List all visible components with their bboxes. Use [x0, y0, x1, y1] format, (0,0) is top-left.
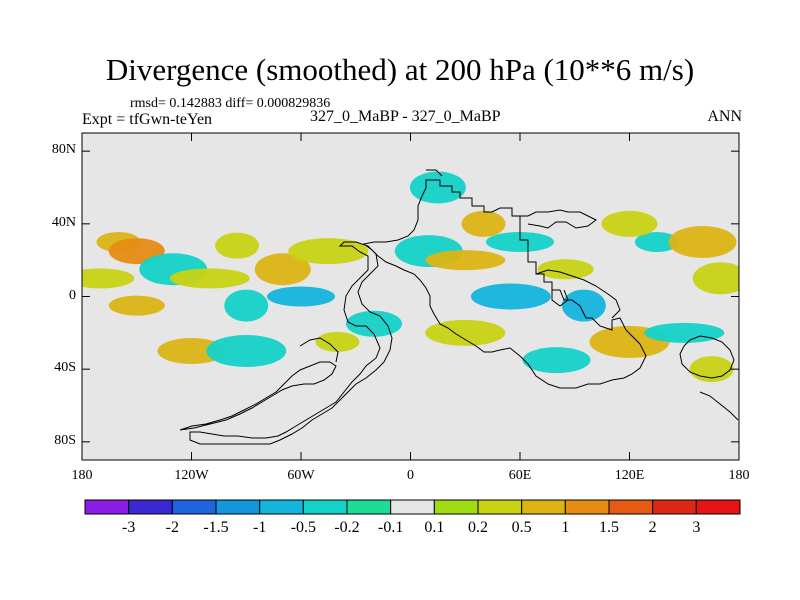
colorbar-swatch [608, 499, 654, 515]
y-tick-label: 80N [51, 142, 76, 158]
colorbar-label: -1.5 [203, 519, 229, 536]
colorbar-label: 3 [692, 519, 701, 536]
field-region [254, 253, 311, 286]
colorbar-swatch [259, 499, 304, 515]
field-region [644, 322, 725, 343]
colorbar-label: 0.1 [424, 519, 445, 536]
colorbar-swatch [84, 499, 130, 515]
colorbar-swatch [128, 499, 173, 515]
field-region [692, 262, 739, 295]
field-region [634, 232, 679, 252]
field-region [601, 210, 658, 237]
colorbar-label: 1 [561, 519, 570, 536]
field-region [425, 250, 506, 271]
colorbar-label: -1 [252, 519, 267, 536]
colorbar-label: -3 [121, 519, 136, 536]
field-region [108, 295, 165, 316]
field-region [82, 268, 135, 289]
colorbar-label: 0.5 [511, 519, 532, 536]
colorbar-swatch [652, 499, 697, 515]
field-region [346, 310, 402, 337]
colorbar-label: -0.2 [334, 519, 360, 536]
y-tick-label: 80S [54, 432, 76, 448]
field-region [668, 226, 737, 258]
field-region [461, 210, 506, 237]
colorbar-swatch [564, 499, 610, 515]
axis-ticks [81, 133, 740, 460]
x-tick-label: 120E [614, 468, 645, 483]
x-tick-label: 60E [508, 468, 532, 483]
chart-title: Divergence (smoothed) at 200 hPa (10**6 … [105, 52, 695, 87]
rmsd-diff-stats: rmsd= 0.142883 diff= 0.000829836 [130, 96, 331, 111]
colorbar-label: 0.2 [468, 519, 488, 536]
case-label: 327_0_MaBP - 327_0_MaBP [310, 108, 501, 125]
field-region [470, 283, 551, 310]
colorbar-swatch [433, 499, 479, 515]
colorbar-label: -2 [165, 519, 179, 536]
colorbar-swatch [695, 499, 741, 515]
period-label: ANN [707, 108, 742, 125]
field-region [206, 335, 287, 367]
divergence-field [82, 171, 739, 383]
experiment-label: Expt = tfGwn-teYen [82, 111, 213, 128]
field-region [169, 268, 250, 289]
field-region [224, 289, 269, 322]
field-region [157, 338, 226, 364]
colorbar-swatch [215, 499, 261, 515]
y-tick-label: 0 [69, 287, 76, 303]
x-tick-label: 60W [287, 468, 315, 483]
field-region [561, 289, 606, 322]
colorbar-swatch [302, 499, 348, 515]
colorbar-label: 1.5 [599, 519, 619, 536]
x-tick-label: 180 [728, 468, 750, 483]
colorbar-swatch [346, 499, 392, 515]
field-region [537, 259, 594, 280]
colorbar-swatch [521, 499, 566, 515]
x-tick-label: 120W [174, 468, 209, 483]
field-region [288, 238, 369, 265]
x-tick-label: 0 [407, 468, 414, 483]
continent-outlines [179, 169, 739, 445]
colorbar-swatch [477, 499, 523, 515]
field-region [315, 331, 360, 352]
field-region [409, 171, 466, 204]
field-region [486, 232, 554, 252]
y-tick-label: 40S [54, 360, 76, 376]
field-region [267, 286, 335, 307]
colorbar-label: 2 [648, 519, 657, 536]
colorbar-label: -0.1 [377, 519, 404, 536]
field-region [215, 232, 260, 259]
x-tick-label: 180 [71, 468, 93, 483]
y-tick-label: 40N [51, 214, 76, 230]
colorbar-swatch [390, 499, 435, 515]
colorbar-swatch [171, 499, 217, 515]
colorbar-label: -0.5 [290, 519, 316, 536]
field-region [522, 347, 591, 374]
